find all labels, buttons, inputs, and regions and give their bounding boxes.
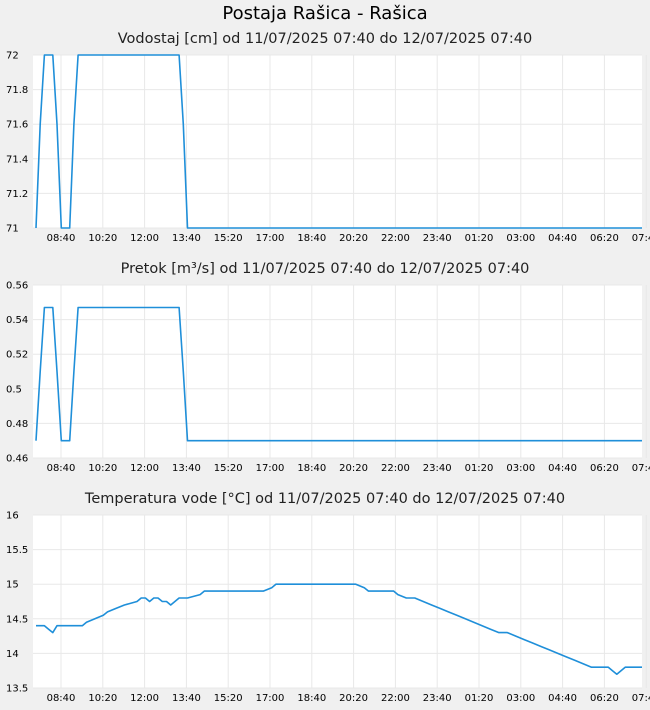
y-tick-label: 0.5 xyxy=(6,384,22,395)
y-tick-label: 0.48 xyxy=(6,419,28,430)
x-tick-label: 06:20 xyxy=(590,233,619,244)
x-tick-label: 17:00 xyxy=(256,693,285,704)
y-tick-label: 71.2 xyxy=(6,189,28,200)
x-tick-label: 01:20 xyxy=(465,693,494,704)
x-tick-label: 22:00 xyxy=(381,463,410,474)
x-tick-label: 13:40 xyxy=(172,693,201,704)
chart-title-flow: Pretok [m³/s] od 11/07/2025 07:40 do 12/… xyxy=(120,261,530,277)
x-tick-label: 15:20 xyxy=(214,233,243,244)
plot-area-flow xyxy=(33,285,642,458)
y-tick-label: 15 xyxy=(6,580,19,591)
series-line-flow xyxy=(35,306,642,442)
page-title: Postaja Rašica - Rašica xyxy=(222,3,428,24)
y-tick-label: 71.4 xyxy=(6,154,28,165)
plot-area-temperature xyxy=(33,515,642,688)
chart-title-water-level: Vodostaj [cm] od 11/07/2025 07:40 do 12/… xyxy=(117,31,533,47)
x-tick-label: 04:40 xyxy=(548,233,577,244)
y-tick-label: 0.46 xyxy=(6,454,28,465)
y-tick-label: 0.54 xyxy=(6,315,28,326)
x-tick-label: 08:40 xyxy=(47,233,76,244)
y-tick-label: 72 xyxy=(6,51,19,62)
x-tick-label: 10:20 xyxy=(88,693,117,704)
x-tick-label: 06:20 xyxy=(590,693,619,704)
series-line-temperature xyxy=(36,583,642,676)
y-tick-label: 0.56 xyxy=(6,281,28,292)
x-tick-label: 20:20 xyxy=(339,693,368,704)
x-tick-label: 22:00 xyxy=(381,693,410,704)
x-tick-label: 01:20 xyxy=(465,233,494,244)
chart-title-water-temperature: Temperatura vode [°C] od 11/07/2025 07:4… xyxy=(84,491,566,507)
series-line-water-level xyxy=(35,54,642,229)
y-tick-label: 14 xyxy=(6,649,19,660)
x-tick-label: 15:20 xyxy=(214,693,243,704)
x-tick-label: 13:40 xyxy=(172,233,201,244)
x-tick-label: 12:00 xyxy=(130,693,159,704)
y-tick-label: 16 xyxy=(6,511,19,522)
x-tick-label: 23:40 xyxy=(423,693,452,704)
x-tick-label: 20:20 xyxy=(339,233,368,244)
x-tick-label: 12:00 xyxy=(130,463,159,474)
x-tick-label: 07:40 xyxy=(632,233,650,244)
x-tick-label: 12:00 xyxy=(130,233,159,244)
x-tick-label: 08:40 xyxy=(47,693,76,704)
x-tick-label: 07:40 xyxy=(632,693,650,704)
x-tick-label: 04:40 xyxy=(548,693,577,704)
x-tick-label: 06:20 xyxy=(590,463,619,474)
x-tick-label: 15:20 xyxy=(214,463,243,474)
y-tick-label: 71.8 xyxy=(6,85,28,96)
y-tick-label: 14.5 xyxy=(6,614,28,625)
x-tick-label: 17:00 xyxy=(256,463,285,474)
y-tick-label: 13.5 xyxy=(6,684,28,695)
x-tick-label: 13:40 xyxy=(172,463,201,474)
x-tick-label: 18:40 xyxy=(297,233,326,244)
x-tick-label: 18:40 xyxy=(297,693,326,704)
y-tick-label: 71 xyxy=(6,224,19,235)
y-tick-label: 0.52 xyxy=(6,350,28,361)
y-tick-label: 15.5 xyxy=(6,545,28,556)
x-tick-label: 18:40 xyxy=(297,463,326,474)
x-tick-label: 08:40 xyxy=(47,463,76,474)
x-tick-label: 04:40 xyxy=(548,463,577,474)
x-tick-label: 20:20 xyxy=(339,463,368,474)
x-tick-label: 22:00 xyxy=(381,233,410,244)
x-tick-label: 03:00 xyxy=(506,693,535,704)
x-tick-label: 23:40 xyxy=(423,463,452,474)
x-tick-label: 01:20 xyxy=(465,463,494,474)
x-tick-label: 17:00 xyxy=(256,233,285,244)
x-tick-label: 03:00 xyxy=(506,233,535,244)
y-tick-label: 71.6 xyxy=(6,120,28,131)
x-tick-label: 23:40 xyxy=(423,233,452,244)
x-tick-label: 03:00 xyxy=(506,463,535,474)
x-tick-label: 10:20 xyxy=(88,463,117,474)
x-tick-label: 10:20 xyxy=(88,233,117,244)
plot-area-water-level xyxy=(33,55,642,228)
x-tick-label: 07:40 xyxy=(632,463,650,474)
